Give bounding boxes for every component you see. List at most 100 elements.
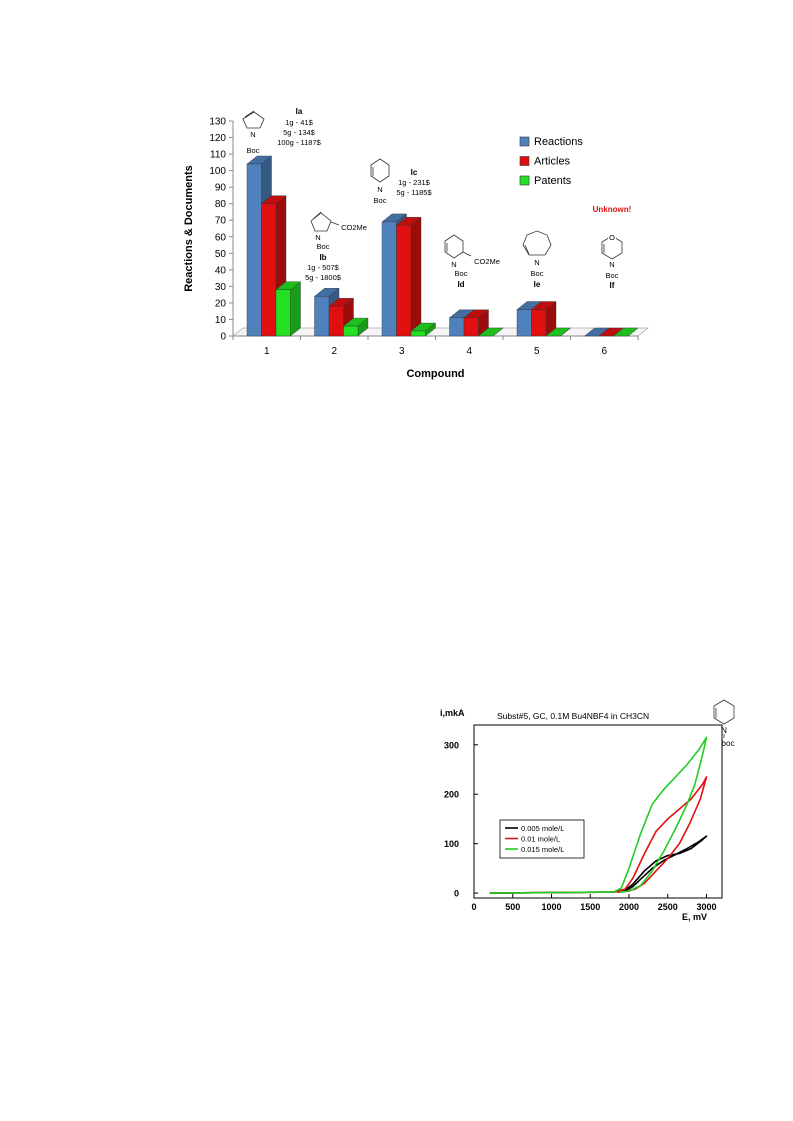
x-tick-label: 3000 — [696, 902, 716, 912]
azepine-ring — [522, 230, 552, 256]
double-bond — [312, 211, 322, 220]
bar-front — [516, 309, 532, 337]
bar-front — [531, 309, 547, 337]
y-tick-label: 90 — [215, 183, 227, 194]
y-tick-label: 110 — [210, 150, 226, 161]
pyrroline-ring — [310, 212, 332, 232]
structure-text: Boc — [374, 196, 387, 205]
structure-text: N — [721, 726, 727, 735]
bar-front — [410, 330, 426, 337]
bar-patents-4 — [477, 327, 504, 337]
structure-text: 5g - 1185$ — [396, 188, 432, 197]
y-tick-label: 40 — [215, 265, 227, 276]
structure-text: Id — [457, 280, 464, 289]
bar-chart-reactions-documents: 0 10 20 30 40 50 60 70 80 90 100 110 120 130 1 2 3 4 5 6 Rea… — [183, 107, 650, 380]
structure-text: CO2Me — [474, 257, 500, 266]
legend-label-1: 0.01 mole/L — [521, 835, 560, 844]
structure-Ia: N Boc Ia 1g - 41$5g - 134$100g - 1187$ — [242, 107, 322, 155]
legend-label-0: 0.005 mole/L — [521, 824, 564, 833]
oxygen-mask — [608, 232, 616, 240]
bar-front — [343, 325, 359, 337]
bar-patents-6 — [612, 327, 639, 337]
y-tick-label: 130 — [209, 117, 226, 128]
structure-text: O — [609, 233, 615, 242]
pyrroline-ring — [242, 111, 265, 129]
unknown-label: Unknown! — [593, 205, 632, 214]
structure-text: 100g - 1187$ — [277, 138, 321, 147]
y-tick-label: 200 — [444, 790, 459, 800]
bar-top — [612, 327, 639, 337]
bar-front — [328, 306, 344, 337]
bar-top — [545, 327, 572, 337]
x-axis-title: E, mV — [682, 912, 707, 922]
x-tick-label: 2500 — [658, 902, 678, 912]
structure-text: Ie — [534, 280, 541, 289]
bar-front — [314, 296, 330, 337]
bar-articles-5 — [530, 301, 557, 337]
plot-frame — [473, 724, 723, 899]
structure-text: 1g - 41$ — [285, 118, 313, 127]
structure-text: 5g - 134$ — [283, 128, 316, 137]
legend-swatch-patents — [519, 175, 530, 186]
x-tick-label: 1 — [264, 346, 270, 357]
bar-patents-2 — [342, 317, 369, 337]
legend-swatch-reactions — [519, 136, 530, 147]
ester-bond — [462, 251, 472, 257]
structure-text: If — [610, 281, 615, 290]
bar-front — [261, 203, 277, 337]
x-tick-label: 1000 — [541, 902, 561, 912]
bar-patents-1 — [275, 281, 302, 337]
y-axis-title: i,mkA — [440, 708, 465, 718]
y-tick-label: 100 — [209, 166, 226, 177]
y-tick-label: 60 — [215, 232, 227, 243]
bar-articles-3 — [395, 216, 422, 337]
structure-text: Boc — [606, 271, 619, 280]
bar-side — [290, 281, 301, 337]
structure-text: N — [451, 260, 456, 269]
series-line-2 — [489, 736, 708, 894]
chart-title: Subst#5, GC, 0.1M Bu4NBF4 in CH3CN — [497, 711, 649, 721]
x-tick-label: 2000 — [619, 902, 639, 912]
y-tick-label: 70 — [215, 216, 227, 227]
legend-label-articles: Articles — [534, 156, 571, 168]
structure-text: Boc — [531, 269, 544, 278]
structure-text: N — [377, 185, 382, 194]
y-tick-label: 0 — [220, 332, 226, 343]
x-tick-label: 6 — [601, 346, 607, 357]
structure-text: N — [315, 233, 320, 242]
legend-swatch-articles — [519, 156, 530, 166]
legend-label-reactions: Reactions — [534, 136, 583, 148]
y-tick-label: 50 — [215, 249, 227, 260]
bar-side — [410, 216, 422, 337]
bar-front — [246, 163, 262, 337]
series-line-1 — [489, 776, 708, 894]
bar-front — [463, 317, 479, 337]
structure-text: N — [250, 130, 255, 139]
x-tick-label: 5 — [534, 346, 540, 357]
bar-top — [477, 327, 504, 337]
structure-text: 1g - 507$ — [307, 263, 340, 272]
x-tick-label: 1500 — [580, 902, 600, 912]
bar-articles-4 — [463, 309, 490, 337]
structure-text: Boc — [247, 146, 260, 155]
x-tick-label: 4 — [466, 346, 472, 357]
bar-front — [275, 289, 291, 337]
bar-front — [449, 317, 465, 337]
y-tick-label: 120 — [209, 133, 226, 144]
structure-text: N — [534, 258, 539, 267]
bar-front — [396, 224, 412, 337]
structure-text: Ib — [319, 253, 326, 262]
structure-text: N — [609, 260, 614, 269]
y-tick-label: 0 — [454, 889, 459, 899]
structure-text: CO2Me — [341, 223, 367, 232]
structure-text: Ic — [411, 168, 418, 177]
series-line-0 — [489, 835, 708, 894]
structure-text: 5g - 1800$ — [305, 273, 342, 282]
structure-Ie: N Boc Ie — [522, 230, 552, 289]
x-tick-label: 0 — [471, 902, 476, 912]
